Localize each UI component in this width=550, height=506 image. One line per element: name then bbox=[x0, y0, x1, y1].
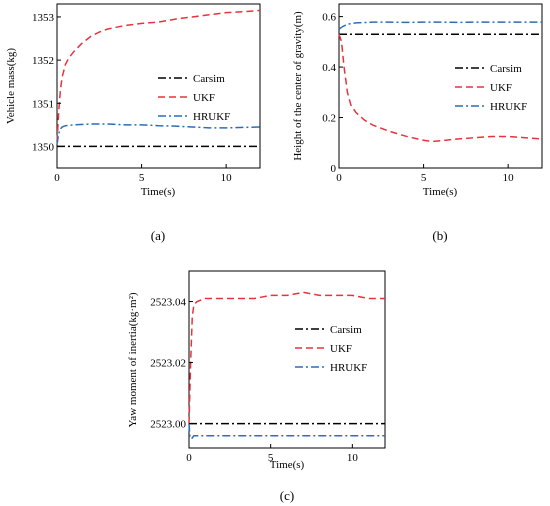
chart-c-xlabel: Time(s) bbox=[270, 459, 305, 471]
chart-c-plot-frame bbox=[188, 270, 386, 449]
x-tick-label: 5 bbox=[139, 172, 145, 184]
chart-b-panel-label: (b) bbox=[432, 228, 447, 243]
y-tick-label: 1353 bbox=[32, 12, 55, 24]
x-tick-label: 5 bbox=[268, 452, 274, 464]
legend-entry-carsim: Carsim bbox=[330, 324, 362, 336]
x-tick-label: 0 bbox=[54, 172, 60, 184]
series-line-ukf bbox=[56, 9, 261, 143]
chart-b-xlabel: Time(s) bbox=[423, 186, 458, 198]
y-tick-label: 0.4 bbox=[322, 62, 336, 74]
series-line-ukf bbox=[338, 34, 543, 143]
legend-entry-hrukf: HRUKF bbox=[193, 111, 230, 123]
legend-entry-hrukf: HRUKF bbox=[330, 362, 367, 374]
chart-a-xlabel: Time(s) bbox=[141, 186, 176, 198]
legend-entry-carsim: Carsim bbox=[490, 63, 522, 75]
chart-c-legend: Carsim UKF HRUKF bbox=[295, 324, 367, 374]
series-line-hrukf bbox=[338, 21, 542, 30]
y-tick-label: 2523.02 bbox=[150, 358, 186, 370]
y-tick-label: 1350 bbox=[32, 141, 55, 153]
y-tick-label: 2523.00 bbox=[150, 419, 186, 431]
y-tick-label: 0.6 bbox=[322, 12, 336, 24]
y-tick-label: 1352 bbox=[32, 55, 54, 67]
legend-entry-ukf: UKF bbox=[330, 343, 352, 355]
chart-a-plot-frame bbox=[56, 3, 261, 169]
x-tick-label: 0 bbox=[336, 172, 342, 184]
y-tick-label: 1351 bbox=[32, 98, 54, 110]
series-line-hrukf bbox=[56, 123, 261, 145]
chart-a-legend: Carsim UKF HRUKF bbox=[158, 73, 230, 123]
y-tick-label: 2523.04 bbox=[150, 297, 186, 309]
y-tick-label: 0 bbox=[331, 163, 337, 175]
series-line-hrukf bbox=[188, 423, 385, 441]
x-tick-label: 10 bbox=[347, 452, 359, 464]
legend-entry-ukf: UKF bbox=[490, 82, 512, 94]
chart-c-panel-label: (c) bbox=[280, 488, 294, 503]
chart-b-ylabel: Height of the center of gravity(m) bbox=[292, 11, 304, 161]
chart-a-ylabel: Vehicle mass(kg) bbox=[5, 48, 17, 124]
chart-c: 0 5 10 2523.00 2523.02 2523.04 Time(s) Yaw mo… bbox=[127, 270, 386, 503]
legend-entry-carsim: Carsim bbox=[193, 73, 225, 85]
chart-c-ylabel: Yaw moment of inertia(kg·m²) bbox=[127, 292, 139, 427]
x-tick-label: 0 bbox=[186, 452, 192, 464]
x-tick-label: 10 bbox=[503, 172, 515, 184]
chart-b-legend: Carsim UKF HRUKF bbox=[455, 63, 527, 113]
chart-a-panel-label: (a) bbox=[151, 228, 165, 243]
series-line-ukf bbox=[188, 291, 385, 424]
chart-a: 0 5 10 1350 1351 1352 1353 Time(s) Vehicle mas… bbox=[5, 3, 261, 243]
x-tick-label: 5 bbox=[421, 172, 427, 184]
y-tick-label: 0.2 bbox=[322, 113, 336, 125]
legend-entry-ukf: UKF bbox=[193, 92, 215, 104]
x-tick-label: 10 bbox=[221, 172, 233, 184]
legend-entry-hrukf: HRUKF bbox=[490, 101, 527, 113]
chart-b-plot-frame bbox=[338, 3, 543, 169]
chart-b: 0 5 10 0 0.2 0.4 0.6 Time(s) Height of the cen… bbox=[292, 3, 543, 243]
